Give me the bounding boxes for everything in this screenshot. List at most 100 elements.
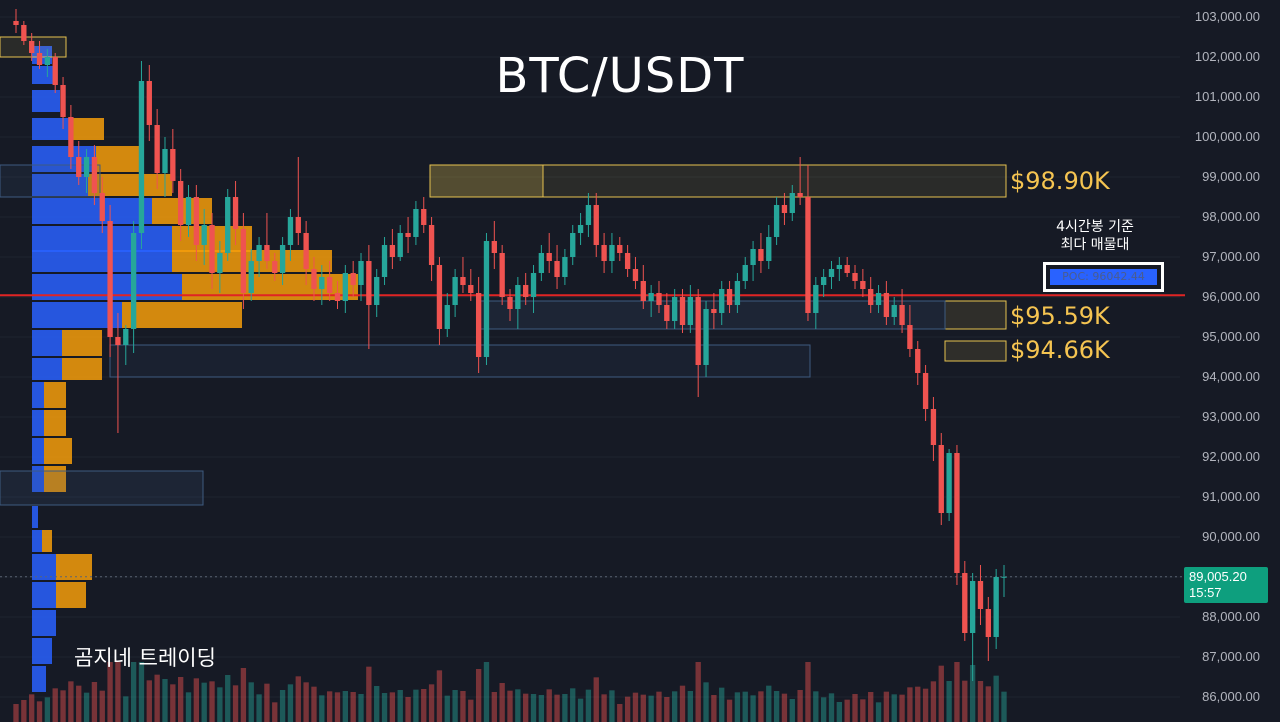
volume-bar — [836, 702, 842, 722]
candle-body — [703, 309, 709, 365]
candle-body — [146, 81, 152, 125]
volume-bar — [389, 692, 396, 722]
candle-body — [264, 245, 270, 261]
price-tick-label: 87,000.00 — [1202, 649, 1260, 664]
volume-bar — [899, 694, 905, 722]
candle-body — [52, 57, 58, 85]
candle-body — [256, 245, 262, 261]
candle-body — [13, 21, 19, 25]
candle-body — [954, 453, 960, 573]
volume-bar — [507, 690, 513, 722]
volume-bar — [91, 682, 98, 722]
candle-body — [523, 285, 529, 297]
zone-label-95-59k: $95.59K — [1010, 302, 1110, 330]
candle-body — [83, 157, 90, 177]
candle-body — [969, 581, 976, 633]
profile-bar-sell — [56, 582, 86, 608]
candle-body — [946, 453, 952, 513]
volume-bar — [805, 662, 811, 722]
candle-body — [381, 245, 388, 277]
price-tick-label: 97,000.00 — [1202, 249, 1260, 264]
zone-box — [479, 300, 946, 330]
candle-body — [421, 209, 427, 225]
profile-bar-buy — [32, 554, 56, 580]
candle-body — [664, 305, 670, 321]
volume-bar — [123, 696, 129, 722]
candle-body — [428, 225, 435, 265]
volume-bar — [36, 701, 43, 722]
volume-bar — [170, 684, 176, 722]
candle-body — [868, 289, 874, 305]
profile-bar-sell — [62, 358, 102, 380]
candle-body — [624, 253, 631, 269]
zone-box — [109, 344, 811, 378]
candle-body — [60, 85, 66, 117]
candle-body — [68, 117, 74, 157]
price-tick-label: 103,000.00 — [1195, 9, 1260, 24]
candle-body — [679, 297, 686, 325]
candle-body — [374, 277, 380, 305]
volume-bar — [609, 690, 615, 722]
candle-body — [546, 253, 552, 261]
candle-body — [883, 293, 890, 317]
candle-body — [781, 205, 788, 213]
candle-body — [640, 281, 646, 301]
volume-bar — [687, 691, 694, 722]
volume-bar — [29, 694, 35, 722]
volume-bar — [491, 692, 497, 722]
profile-bar-buy — [32, 302, 122, 328]
candle-body — [805, 197, 811, 313]
candle-body — [985, 609, 991, 637]
volume-bar — [624, 696, 631, 722]
candle-body — [719, 289, 725, 313]
volume-bar — [868, 692, 874, 722]
candle-body — [758, 249, 764, 261]
volume-bar — [530, 694, 537, 722]
volume-bar — [185, 692, 192, 722]
candle-body — [813, 285, 819, 313]
candle-body — [123, 329, 129, 345]
volume-bar — [452, 690, 458, 722]
price-tick-label: 99,000.00 — [1202, 169, 1260, 184]
price-tick-label: 92,000.00 — [1202, 449, 1260, 464]
candle-body — [570, 233, 576, 257]
volume-bar — [138, 662, 145, 722]
candle-body — [617, 245, 623, 253]
candle-body — [232, 197, 239, 229]
volume-bar — [436, 670, 443, 722]
volume-bar — [632, 692, 639, 722]
candle-body — [938, 445, 944, 513]
current-price-tag: 89,005.20 15:57 — [1184, 567, 1268, 603]
candle-body — [695, 297, 701, 365]
volume-bar — [178, 677, 184, 722]
volume-bar — [107, 662, 113, 722]
profile-bar-buy — [32, 198, 152, 224]
volume-bar — [405, 697, 411, 722]
candle-body — [76, 157, 82, 177]
volume-bar — [397, 690, 403, 722]
price-tick-label: 86,000.00 — [1202, 689, 1260, 704]
volume-bar — [13, 704, 19, 722]
candle-body — [922, 373, 929, 409]
volume-bar — [750, 695, 756, 722]
profile-bar-buy — [32, 530, 42, 552]
profile-bar-buy — [32, 250, 172, 272]
profile-bar-buy — [32, 666, 46, 692]
volume-bar — [256, 694, 262, 722]
candle-body — [115, 337, 121, 345]
volume-bar — [154, 674, 160, 722]
profile-bar-buy — [32, 638, 52, 664]
volume-bar — [483, 662, 490, 722]
volume-bar — [977, 681, 984, 722]
candle-body — [852, 273, 858, 281]
volume-bar — [985, 686, 991, 722]
volume-bar — [1001, 691, 1007, 722]
candle-body — [507, 297, 513, 309]
candle-body — [240, 229, 247, 293]
candle-body — [295, 217, 301, 233]
volume-bar — [969, 665, 976, 722]
candle-body — [515, 285, 521, 309]
volume-bar — [726, 699, 733, 722]
candle-body — [915, 349, 921, 373]
